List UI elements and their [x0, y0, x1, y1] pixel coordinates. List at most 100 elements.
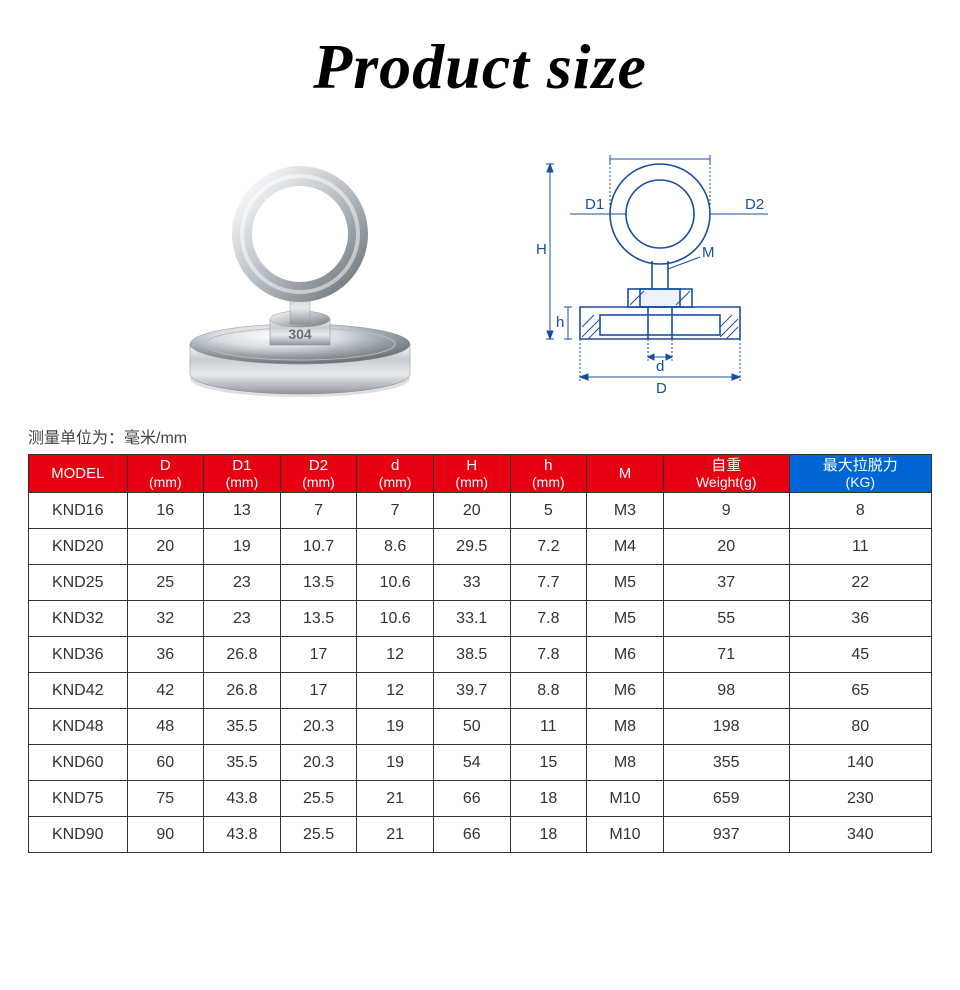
cell-D: 20 [127, 529, 204, 565]
th-D: D(mm) [127, 455, 204, 493]
cell-force: 340 [789, 817, 931, 853]
cell-H: 66 [433, 817, 510, 853]
cell-d: 19 [357, 745, 434, 781]
cell-D1: 26.8 [204, 673, 281, 709]
cell-model: KND90 [29, 817, 128, 853]
product-photo: 304 [150, 129, 450, 409]
stamp-label: 304 [288, 326, 312, 342]
cell-D: 48 [127, 709, 204, 745]
dim-label-m: M [702, 244, 715, 261]
cell-D1: 26.8 [204, 637, 281, 673]
spec-table: MODEL D(mm) D1(mm) D2(mm) d(mm) H(mm) h(… [28, 454, 932, 853]
cell-weight: 71 [663, 637, 789, 673]
table-row: KND32322313.510.633.17.8M55536 [29, 601, 932, 637]
table-header-row: MODEL D(mm) D1(mm) D2(mm) d(mm) H(mm) h(… [29, 455, 932, 493]
th-h: h(mm) [510, 455, 587, 493]
cell-D: 25 [127, 565, 204, 601]
cell-d: 10.6 [357, 565, 434, 601]
cell-force: 230 [789, 781, 931, 817]
cell-model: KND16 [29, 493, 128, 529]
cell-D2: 13.5 [280, 565, 357, 601]
cell-D1: 19 [204, 529, 281, 565]
cell-D2: 7 [280, 493, 357, 529]
cell-weight: 55 [663, 601, 789, 637]
cell-d: 12 [357, 673, 434, 709]
cell-h: 18 [510, 781, 587, 817]
cell-D1: 13 [204, 493, 281, 529]
cell-h: 7.2 [510, 529, 587, 565]
th-d: d(mm) [357, 455, 434, 493]
cell-force: 22 [789, 565, 931, 601]
th-M: M [587, 455, 664, 493]
cell-D: 32 [127, 601, 204, 637]
cell-M: M8 [587, 745, 664, 781]
cell-M: M10 [587, 817, 664, 853]
dim-label-D: D [656, 380, 667, 397]
cell-H: 33 [433, 565, 510, 601]
cell-d: 19 [357, 709, 434, 745]
cell-D: 90 [127, 817, 204, 853]
cell-weight: 98 [663, 673, 789, 709]
cell-H: 39.7 [433, 673, 510, 709]
cell-force: 65 [789, 673, 931, 709]
table-row: KND606035.520.3195415M8355140 [29, 745, 932, 781]
table-row: KND20201910.78.629.57.2M42011 [29, 529, 932, 565]
cell-M: M5 [587, 601, 664, 637]
cell-M: M3 [587, 493, 664, 529]
cell-D: 60 [127, 745, 204, 781]
th-force: 最大拉脱力(KG) [789, 455, 931, 493]
cell-D1: 35.5 [204, 709, 281, 745]
dim-label-d2: D2 [745, 196, 764, 213]
cell-model: KND60 [29, 745, 128, 781]
cell-model: KND32 [29, 601, 128, 637]
cell-weight: 37 [663, 565, 789, 601]
table-row: KND424226.8171239.78.8M69865 [29, 673, 932, 709]
cell-weight: 355 [663, 745, 789, 781]
th-weight: 自重Weight(g) [663, 455, 789, 493]
cell-M: M10 [587, 781, 664, 817]
cell-model: KND20 [29, 529, 128, 565]
cell-M: M6 [587, 673, 664, 709]
page-title: Product size [0, 30, 960, 104]
images-row: 304 [0, 124, 960, 414]
cell-force: 36 [789, 601, 931, 637]
table-row: KND484835.520.3195011M819880 [29, 709, 932, 745]
dim-label-d1: D1 [585, 196, 604, 213]
cell-d: 21 [357, 817, 434, 853]
cell-force: 45 [789, 637, 931, 673]
cell-M: M5 [587, 565, 664, 601]
cell-H: 38.5 [433, 637, 510, 673]
cell-D1: 23 [204, 565, 281, 601]
cell-force: 11 [789, 529, 931, 565]
cell-h: 15 [510, 745, 587, 781]
cell-d: 8.6 [357, 529, 434, 565]
cell-D: 75 [127, 781, 204, 817]
dim-label-h: h [556, 314, 564, 331]
cell-model: KND36 [29, 637, 128, 673]
dim-label-H: H [536, 241, 547, 258]
cell-H: 54 [433, 745, 510, 781]
cell-h: 5 [510, 493, 587, 529]
cell-D2: 10.7 [280, 529, 357, 565]
cell-H: 50 [433, 709, 510, 745]
cell-h: 11 [510, 709, 587, 745]
cell-D1: 35.5 [204, 745, 281, 781]
cell-model: KND48 [29, 709, 128, 745]
cell-H: 33.1 [433, 601, 510, 637]
cell-M: M4 [587, 529, 664, 565]
cell-force: 140 [789, 745, 931, 781]
cell-d: 21 [357, 781, 434, 817]
cell-weight: 9 [663, 493, 789, 529]
cell-h: 7.8 [510, 601, 587, 637]
cell-weight: 198 [663, 709, 789, 745]
cell-model: KND42 [29, 673, 128, 709]
technical-drawing: D1 D2 M H h d D [510, 139, 810, 399]
cell-force: 80 [789, 709, 931, 745]
th-model: MODEL [29, 455, 128, 493]
cell-D2: 25.5 [280, 781, 357, 817]
cell-weight: 659 [663, 781, 789, 817]
cell-h: 18 [510, 817, 587, 853]
dim-label-dsmall: d [656, 358, 664, 375]
cell-D2: 25.5 [280, 817, 357, 853]
cell-H: 20 [433, 493, 510, 529]
